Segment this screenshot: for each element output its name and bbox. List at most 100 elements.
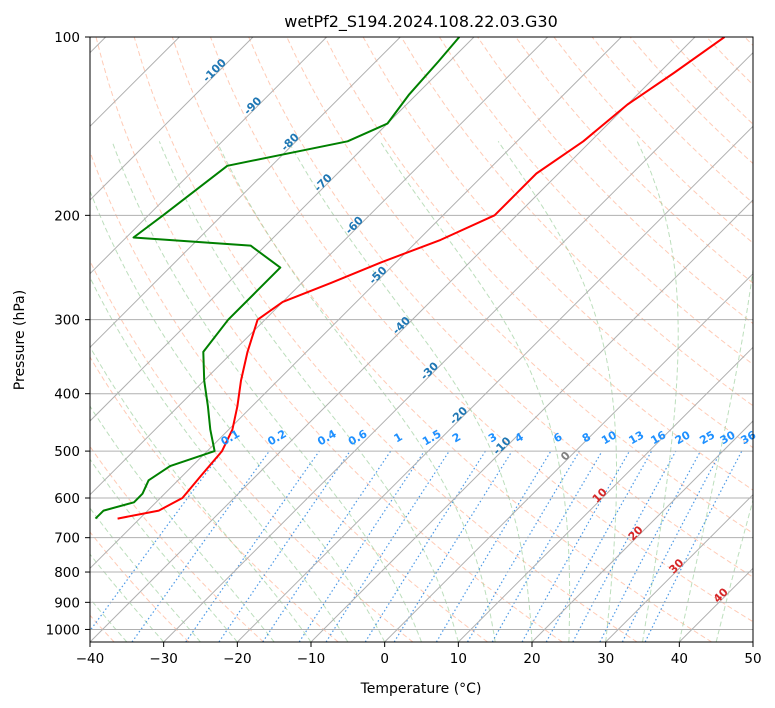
y-tick-label: 200 — [54, 208, 80, 224]
mixing-ratio-line — [262, 450, 392, 642]
x-tick-label: 40 — [671, 651, 688, 667]
mixing-ratio-line — [621, 450, 722, 642]
dry-adiabat-line — [744, 37, 753, 47]
x-tick-label: 30 — [597, 651, 614, 667]
mixing-ratio-label: 6 — [551, 430, 564, 445]
moist-adiabat-line — [678, 265, 753, 642]
mixing-ratio-label: 1.5 — [420, 427, 443, 448]
isotherm-line — [90, 37, 549, 496]
dewpoint-line — [94, 37, 461, 520]
mixing-ratio-label: 13 — [626, 428, 646, 447]
isotherm-line — [90, 37, 328, 275]
isotherm-line — [457, 346, 753, 642]
dry-adiabat-line — [438, 37, 753, 366]
mixing-ratio-line — [185, 450, 320, 642]
mixing-ratio-line — [393, 450, 513, 642]
mixing-ratio-label: 10 — [599, 428, 619, 447]
mixing-ratio-label: 25 — [697, 428, 717, 447]
dry-adiabat-line — [591, 37, 753, 204]
dry-adiabat-line — [90, 150, 488, 642]
mixing-ratio-line — [131, 450, 270, 642]
x-tick-label: −10 — [297, 651, 326, 667]
dry-adiabat-line — [90, 445, 264, 642]
low-isotherm-label: 20 — [626, 523, 646, 543]
mixing-ratio-lines — [90, 450, 743, 642]
pressure-gridlines — [90, 37, 753, 630]
mixing-ratio-line — [572, 450, 677, 642]
isotherm-line — [678, 567, 753, 642]
mixing-ratio-line — [435, 450, 552, 642]
profile-lines — [94, 37, 726, 520]
isotherm-line — [163, 51, 753, 642]
moist-adiabat-line — [90, 345, 312, 642]
mixing-ratio-line — [599, 450, 702, 642]
isotherm-line — [90, 37, 254, 201]
mixing-ratio-label: 0.2 — [265, 427, 288, 448]
skewed-isotherms — [90, 37, 753, 642]
isotherm-line — [90, 37, 401, 349]
moist-adiabat-line — [752, 640, 753, 642]
dry-adiabat-line — [90, 531, 190, 642]
dry-adiabat-line — [133, 37, 638, 642]
y-axis-ticks: 100 200 300 400 500 600 700 800 900 1000 — [46, 30, 90, 638]
isotherm-label: -70 — [312, 171, 335, 194]
mixing-ratio-line — [644, 450, 743, 642]
isotherm-line — [90, 37, 696, 642]
isotherm-label: -100 — [200, 56, 229, 85]
mixing-ratio-label: 8 — [580, 430, 593, 445]
y-tick-label: 700 — [54, 531, 80, 547]
isotherm-label: -20 — [447, 404, 470, 427]
isotherm-line — [531, 420, 753, 642]
y-tick-label: 800 — [54, 565, 80, 581]
y-tick-label: 600 — [54, 491, 80, 507]
mixing-ratio-line — [545, 450, 653, 642]
mixing-ratio-label: 0.1 — [219, 427, 242, 448]
y-tick-label: 500 — [54, 444, 80, 460]
y-tick-label: 900 — [54, 595, 80, 611]
mixing-ratio-label: 2 — [450, 430, 463, 445]
mixing-ratio-label: 0.4 — [315, 427, 339, 448]
dry-adiabat-line — [248, 37, 753, 578]
isotherm-line — [752, 641, 753, 642]
isotherm-line — [236, 125, 753, 642]
mixing-ratio-line — [466, 450, 580, 642]
x-tick-label: −40 — [76, 651, 105, 667]
x-tick-label: −30 — [149, 651, 178, 667]
dry-adiabat-line — [171, 37, 712, 642]
moist-adiabat-line — [90, 553, 165, 642]
chart-title: wetPf2_S194.2024.108.22.03.G30 — [284, 12, 558, 32]
x-tick-label: 10 — [450, 651, 467, 667]
moist-adiabat-line — [715, 498, 753, 642]
y-axis-label: Pressure (hPa) — [12, 290, 28, 390]
isotherm-line — [90, 37, 475, 422]
x-tick-label: 50 — [744, 651, 761, 667]
mixing-ratio-line — [298, 450, 425, 642]
x-tick-label: 0 — [380, 651, 389, 667]
y-tick-label: 300 — [54, 313, 80, 329]
dry-adiabat-line — [324, 37, 753, 491]
dry-adiabat-line — [706, 37, 753, 86]
mixing-ratio-label: 16 — [649, 428, 669, 447]
x-tick-label: 20 — [523, 651, 540, 667]
dry-adiabat-line — [210, 37, 753, 623]
y-tick-label: 400 — [54, 387, 80, 403]
dry-adiabat-line — [90, 259, 414, 642]
y-tick-label: 100 — [54, 30, 80, 46]
mixing-ratio-line — [218, 450, 351, 642]
mixing-ratio-line — [90, 450, 223, 632]
dry-adiabat-line — [515, 37, 753, 284]
x-tick-label: −20 — [223, 651, 252, 667]
mixing-ratio-label: 36 — [738, 428, 758, 447]
mixing-ratio-label: 4 — [513, 430, 526, 445]
dry-adiabat-line — [668, 37, 753, 125]
isotherm-line — [384, 272, 753, 642]
mixing-ratio-line — [521, 450, 631, 642]
x-axis-ticks: −40 −30 −20 −10 0 10 20 30 40 50 — [76, 642, 762, 667]
low-isotherm-label: 10 — [590, 485, 610, 505]
isotherm-line — [605, 493, 753, 642]
isopleth-labels: -100-90-80-70-60-50-40-30-20-10 010203040… — [200, 56, 758, 606]
moist-adiabat-line — [379, 141, 571, 642]
isotherm-label: -30 — [418, 359, 441, 382]
isotherm-line — [90, 37, 622, 570]
